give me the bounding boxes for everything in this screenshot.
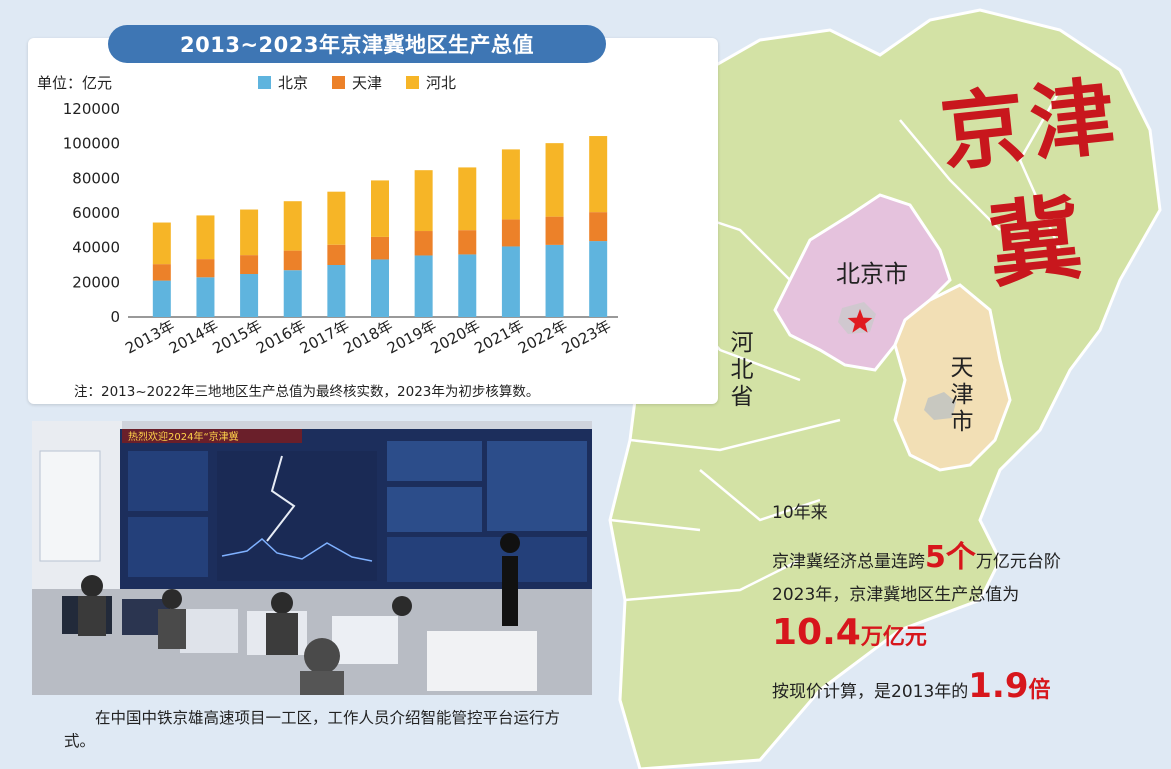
y-tick-label: 60000	[72, 204, 120, 222]
stacked-bar-chart: 0200004000060000800001000001200002013年20…	[63, 100, 618, 358]
hebei-inner-borders	[609, 89, 1062, 602]
x-tick-label: 2013年	[122, 317, 177, 358]
bar-segment-1-3	[283, 250, 302, 271]
bar-segment-0-6	[414, 255, 433, 317]
bar-segment-0-4	[327, 265, 346, 317]
legend-item-beijing: 北京	[258, 72, 308, 93]
bar-segment-2-1	[196, 215, 215, 260]
bar-segment-2-7	[458, 167, 477, 231]
x-tick-label: 2016年	[253, 317, 308, 358]
unit-label: 单位：亿元	[37, 74, 113, 92]
bar-segment-2-10	[589, 136, 608, 213]
x-tick-label: 2014年	[166, 317, 221, 358]
x-tick-label: 2022年	[515, 317, 570, 358]
bar-segment-2-9	[545, 143, 564, 217]
stat-steps-count: 5个	[925, 540, 976, 575]
bar-segment-0-9	[545, 244, 564, 317]
bar-segment-0-8	[501, 246, 520, 317]
bar-segment-1-6	[414, 231, 433, 256]
bar-segment-1-7	[458, 230, 477, 255]
photo-illustration: 热烈欢迎2024年“京津冀	[32, 421, 592, 695]
bar-segment-2-2	[240, 209, 259, 256]
tianjin-label: 天津市	[946, 355, 972, 436]
x-tick-label: 2023年	[559, 317, 614, 358]
legend-swatch-hebei	[406, 76, 420, 89]
bar-segment-2-5	[371, 180, 389, 237]
bar-segment-0-3	[283, 270, 302, 317]
photo-caption: 在中国中铁京雄高速项目一工区，工作人员介绍智能管控平台运行方式。	[64, 709, 561, 750]
x-tick-label: 2021年	[471, 317, 526, 358]
y-tick-label: 120000	[63, 100, 120, 118]
y-tick-label: 80000	[72, 169, 120, 187]
legend-item-hebei: 河北	[406, 72, 456, 93]
y-tick-label: 100000	[63, 135, 120, 153]
stat-line-4: 10.4万亿元	[772, 612, 927, 653]
bar-segment-0-10	[589, 241, 608, 317]
bar-segment-2-4	[327, 191, 346, 245]
legend-label-hebei: 河北	[426, 74, 457, 92]
stat-line-2-pre: 京津冀经济总量连跨	[772, 552, 925, 572]
stat-line-3: 2023年，京津冀地区生产总值为	[772, 585, 1020, 605]
bar-segment-0-7	[458, 254, 477, 317]
stat-multiple-unit: 倍	[1028, 678, 1051, 703]
bar-segment-1-9	[545, 216, 564, 245]
bar-segment-0-0	[152, 280, 171, 317]
big-title-line2: 冀	[983, 183, 1087, 301]
x-tick-label: 2018年	[340, 317, 395, 358]
bar-segment-0-1	[196, 277, 215, 317]
bar-segment-0-2	[240, 274, 259, 317]
chart-title: 2013~2023年京津冀地区生产总值	[108, 25, 606, 63]
stat-line-1: 10年来	[772, 503, 828, 523]
beijing-label: 北京市	[836, 260, 908, 288]
bar-segment-1-1	[196, 259, 215, 278]
x-tick-label: 2017年	[297, 317, 352, 358]
legend-swatch-tianjin	[332, 76, 346, 89]
x-tick-label: 2020年	[428, 317, 483, 358]
y-tick-label: 20000	[72, 273, 120, 291]
y-tick-label: 40000	[72, 239, 120, 257]
stat-line-2-post: 万亿元台阶	[975, 552, 1061, 572]
control-room-photo: 热烈欢迎2024年“京津冀	[32, 421, 592, 695]
bar-segment-2-6	[414, 170, 433, 232]
x-tick-label: 2019年	[384, 317, 439, 358]
stat-gdp-value: 10.4	[772, 612, 861, 653]
stat-gdp-unit: 万亿元	[860, 625, 927, 650]
bar-segment-0-5	[371, 259, 389, 317]
stat-multiple-value: 1.9	[968, 666, 1029, 706]
stat-line-2: 京津冀经济总量连跨5个万亿元台阶	[772, 532, 1061, 576]
bar-segment-1-8	[501, 219, 520, 247]
tianjin-district	[924, 392, 956, 420]
x-tick-label: 2015年	[210, 317, 265, 358]
bar-segment-2-0	[152, 222, 171, 265]
photo-banner: 热烈欢迎2024年“京津冀	[128, 430, 239, 443]
hebei-label: 河北省	[726, 330, 752, 411]
bar-segment-1-2	[240, 255, 259, 275]
bar-segment-2-3	[283, 201, 302, 251]
chart-legend: 北京 天津 河北	[258, 72, 456, 93]
legend-swatch-beijing	[258, 76, 271, 89]
bar-segment-1-5	[371, 236, 389, 260]
bar-segment-1-0	[152, 264, 171, 281]
bar-segment-1-10	[589, 212, 608, 242]
stat-line-5-pre: 按现价计算，是2013年的	[772, 682, 969, 702]
legend-label-tianjin: 天津	[352, 74, 383, 92]
stat-line-5: 按现价计算，是2013年的1.9倍	[772, 666, 1051, 706]
y-tick-label: 0	[110, 308, 120, 326]
tianjin-region	[893, 283, 1012, 472]
bar-segment-2-8	[501, 149, 520, 220]
capital-star-icon	[847, 309, 873, 333]
legend-item-tianjin: 天津	[332, 72, 382, 93]
legend-label-beijing: 北京	[278, 74, 309, 92]
chart-note: 注：2013~2022年三地地区生产总值为最终核实数，2023年为初步核算数。	[74, 384, 540, 400]
bar-segment-1-4	[327, 244, 346, 265]
